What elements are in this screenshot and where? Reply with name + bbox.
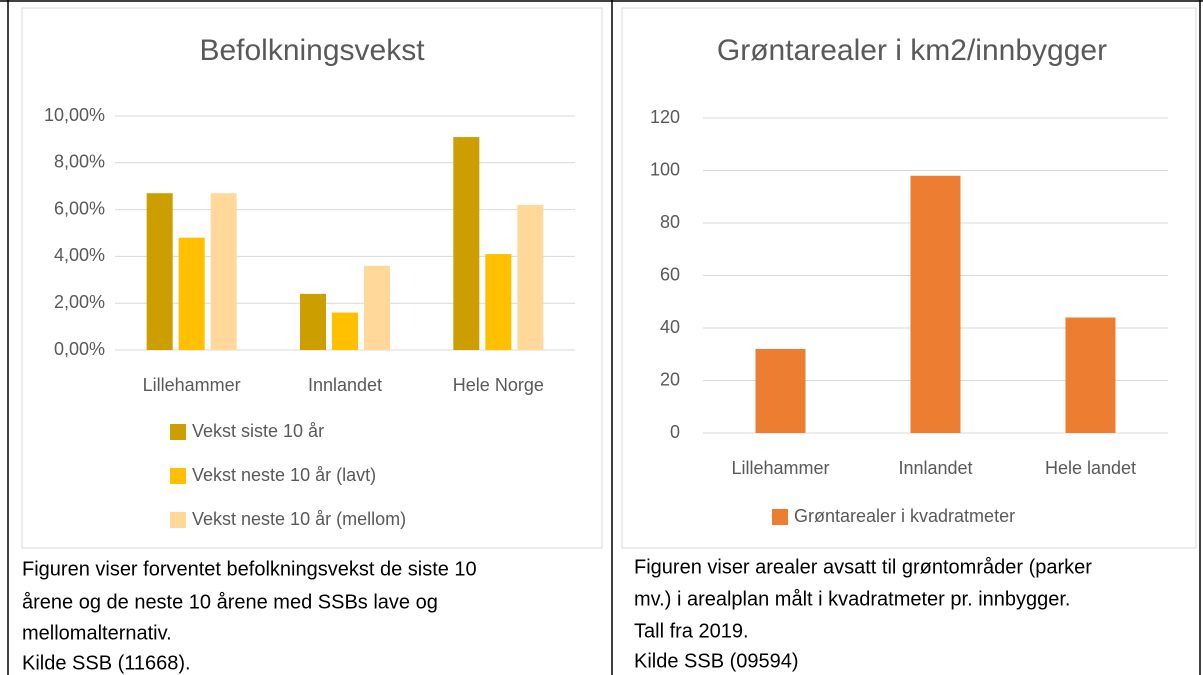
caption-line: årene og de neste 10 årene med SSBs lave… [22,591,438,613]
chart-frame [21,7,603,549]
y-tick-label: 10,00% [44,105,105,125]
bar [332,312,358,350]
chart-title: Grøntarealer i km2/innbygger [717,34,1107,67]
y-tick-label: 6,00% [54,198,105,218]
bar [485,254,512,350]
y-tick-label: 8,00% [54,152,105,172]
legend-label: Vekst neste 10 år (mellom) [192,509,406,529]
x-tick-label: Hele Norge [453,375,544,395]
y-tick-label: 100 [650,159,680,179]
caption-line: Kilde SSB (09594) [634,650,799,672]
chart-title: Befolkningsvekst [199,34,425,67]
y-tick-label: 20 [660,369,680,389]
legend-swatch [170,424,186,440]
y-tick-label: 0,00% [54,339,105,359]
caption-line: Kilde SSB (11668). [22,652,191,674]
chart-frame [621,7,1197,549]
caption-line: mellomalternativ. [22,622,172,644]
caption-line: Figuren viser arealer avsatt til grøntom… [634,556,1092,578]
y-tick-label: 0 [670,422,680,442]
bar [453,137,480,350]
caption-line: Figuren viser forventet befolkningsvekst… [22,558,477,580]
bar [178,237,205,350]
y-tick-label: 80 [660,212,680,232]
x-tick-label: Hele landet [1045,458,1136,478]
legend-swatch [772,509,788,525]
bar [364,265,390,350]
y-tick-label: 2,00% [54,292,105,312]
caption-line: Tall fra 2019. [634,620,749,642]
legend-label: Grøntarealer i kvadratmeter [794,506,1015,526]
legend-swatch [170,468,186,484]
bar [146,193,173,350]
legend-label: Vekst neste 10 år (lavt) [192,465,376,485]
x-tick-label: Innlandet [898,458,972,478]
bar [210,193,237,350]
y-tick-label: 4,00% [54,245,105,265]
bar [910,175,961,433]
legend-swatch [170,512,186,528]
y-tick-label: 60 [660,264,680,284]
y-tick-label: 120 [650,107,680,127]
bar [517,204,544,350]
caption-line: mv.) i arealplan målt i kvadratmeter pr.… [634,588,1070,610]
bar [755,349,806,433]
x-tick-label: Lillehammer [731,458,829,478]
legend-label: Vekst siste 10 år [192,421,324,441]
x-tick-label: Innlandet [308,375,382,395]
y-tick-label: 40 [660,317,680,337]
bar [300,293,326,350]
bar [1065,317,1116,433]
x-tick-label: Lillehammer [143,375,241,395]
